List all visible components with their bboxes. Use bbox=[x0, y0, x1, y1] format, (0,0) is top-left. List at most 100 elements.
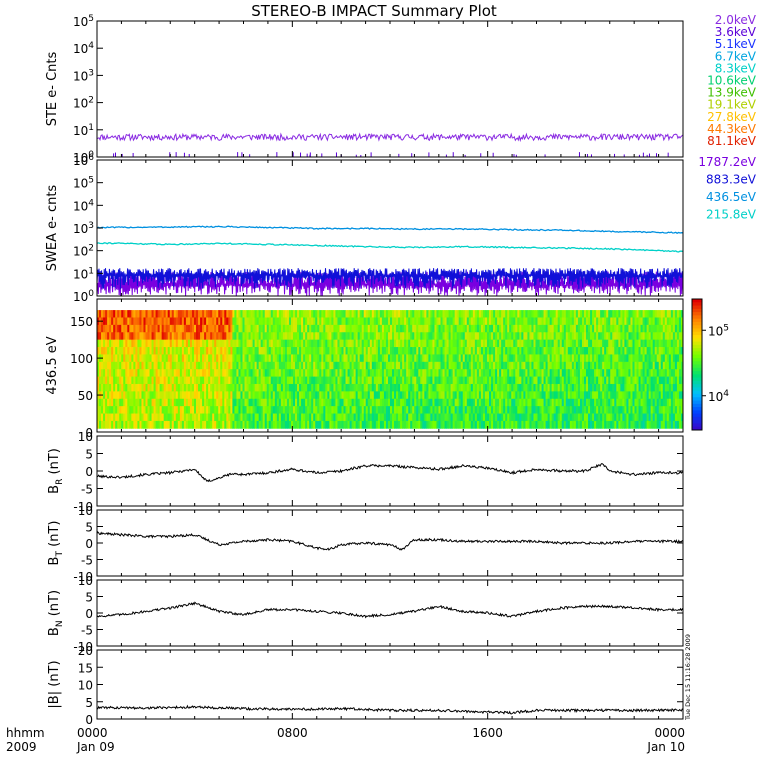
spectrogram-cell bbox=[646, 324, 650, 333]
spectrogram-cell bbox=[252, 361, 256, 370]
spectrogram-cell bbox=[252, 347, 256, 355]
spectrogram-cell bbox=[505, 347, 508, 355]
spectrogram-cell bbox=[226, 413, 229, 422]
spectrogram-cell bbox=[133, 361, 136, 370]
spectrogram-cell bbox=[387, 398, 391, 407]
spectrogram-cell bbox=[175, 391, 179, 400]
colorbar-cell bbox=[692, 344, 702, 349]
spectrogram-cell bbox=[290, 420, 294, 429]
spectrogram-cell bbox=[676, 398, 680, 407]
spectrogram-cell bbox=[196, 413, 199, 422]
spectrogram-cell bbox=[428, 324, 431, 333]
spectrogram-cell bbox=[210, 317, 213, 326]
spectrogram-cell bbox=[596, 354, 599, 363]
spectrogram-cell bbox=[297, 317, 300, 326]
spectrogram-cell bbox=[430, 339, 433, 348]
spectrogram-cell bbox=[586, 391, 589, 400]
spectrogram-cell bbox=[662, 317, 666, 326]
spectrogram-cell bbox=[462, 332, 466, 341]
spectrogram-cell bbox=[499, 383, 502, 392]
spectrogram-cell bbox=[357, 310, 361, 318]
spectrogram-cell bbox=[394, 413, 397, 422]
spectrogram-cell bbox=[117, 310, 120, 318]
spectrogram-cell bbox=[311, 420, 314, 429]
spectrogram-cell bbox=[301, 383, 304, 392]
spectrogram-cell bbox=[569, 376, 573, 385]
spectrogram-cell bbox=[129, 310, 132, 318]
spectrogram-cell bbox=[206, 413, 209, 422]
spectrogram-cell bbox=[135, 398, 138, 407]
spectrogram-cell bbox=[353, 347, 357, 355]
spectrogram-cell bbox=[246, 332, 249, 341]
spectrogram-cell bbox=[420, 347, 423, 355]
spectrogram-cell bbox=[472, 406, 476, 414]
spectrogram-cell bbox=[674, 324, 678, 333]
spectrogram-cell bbox=[446, 339, 449, 348]
spectrogram-cell bbox=[464, 347, 468, 355]
spectrogram-cell bbox=[513, 383, 516, 392]
colorbar-tick-label: 104 bbox=[708, 389, 729, 404]
spectrogram-cell bbox=[565, 420, 569, 429]
spectrogram-cell bbox=[458, 361, 462, 370]
spectrogram-cell bbox=[131, 347, 134, 355]
spectrogram-cell bbox=[293, 383, 296, 392]
spectrogram-cell bbox=[670, 324, 674, 333]
spectrogram-cell bbox=[523, 406, 526, 414]
spectrogram-cell bbox=[484, 310, 488, 318]
spectrogram-cell bbox=[493, 354, 496, 363]
spectrogram-cell bbox=[262, 398, 266, 407]
spectrogram-cell bbox=[476, 391, 480, 400]
spectrogram-cell bbox=[307, 369, 310, 377]
spectrogram-cell bbox=[365, 398, 369, 407]
spectrogram-cell bbox=[226, 376, 229, 385]
spectrogram-cell bbox=[495, 420, 498, 429]
spectrogram-cell bbox=[678, 420, 682, 429]
spectrogram-cell bbox=[165, 391, 169, 400]
spectrogram-cell bbox=[680, 361, 684, 370]
spectrogram-cell bbox=[398, 369, 401, 377]
spectrogram-cell bbox=[499, 347, 502, 355]
spectrogram-cell bbox=[169, 339, 173, 348]
spectrogram-cell bbox=[103, 391, 106, 400]
spectrogram-cell bbox=[387, 354, 391, 363]
spectrogram-cell bbox=[446, 406, 449, 414]
spectrogram-cell bbox=[274, 339, 278, 348]
spectrogram-cell bbox=[266, 376, 270, 385]
spectrogram-cell bbox=[121, 361, 124, 370]
spectrogram-cell bbox=[392, 339, 395, 348]
spectrogram-cell bbox=[448, 406, 452, 414]
spectrogram-cell bbox=[420, 398, 423, 407]
spectrogram-cell bbox=[183, 398, 187, 407]
colorbar-cell bbox=[692, 413, 702, 418]
spectrogram-cell bbox=[652, 398, 656, 407]
spectrogram-cell bbox=[232, 383, 235, 392]
spectrogram-cell bbox=[373, 361, 377, 370]
spectrogram-cell bbox=[430, 324, 433, 333]
spectrogram-cell bbox=[414, 391, 417, 400]
spectrogram-cell bbox=[115, 391, 118, 400]
spectrogram-cell bbox=[173, 369, 177, 377]
spectrogram-cell bbox=[293, 361, 296, 370]
spectrogram-cell bbox=[634, 317, 637, 326]
spectrogram-cell bbox=[398, 354, 401, 363]
spectrogram-cell bbox=[347, 347, 350, 355]
spectrogram-cell bbox=[290, 310, 294, 318]
spectrogram-cell bbox=[430, 332, 433, 341]
spectrogram-cell bbox=[278, 317, 282, 326]
spectrogram-cell bbox=[216, 413, 219, 422]
spectrogram-cell bbox=[555, 310, 559, 318]
spectrogram-cell bbox=[513, 420, 516, 429]
spectrogram-cell bbox=[678, 406, 682, 414]
spectrogram-cell bbox=[159, 383, 163, 392]
spectrogram-cell bbox=[193, 347, 197, 355]
spectrogram-cell bbox=[392, 332, 395, 341]
spectrogram-cell bbox=[337, 332, 340, 341]
spectrogram-cell bbox=[250, 369, 253, 377]
colorbar-cell bbox=[692, 384, 702, 388]
spectrogram-cell bbox=[606, 347, 609, 355]
spectrogram-cell bbox=[286, 339, 290, 348]
spectrogram-cell bbox=[464, 339, 468, 348]
spectrogram-cell bbox=[434, 324, 437, 333]
spectrogram-cell bbox=[327, 420, 330, 429]
spectrogram-cell bbox=[131, 324, 134, 333]
